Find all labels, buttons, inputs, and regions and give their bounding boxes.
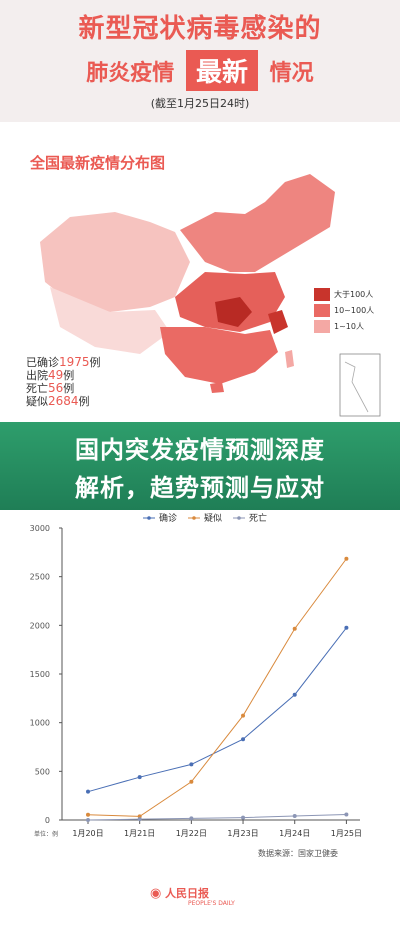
headline-line-2: 解析，趋势预测与应对: [75, 474, 325, 502]
map-title: 全国最新疫情分布图: [30, 154, 166, 172]
inset-coast: [344, 361, 369, 413]
data-point: [137, 775, 142, 780]
map-region-north: [180, 174, 335, 272]
x-tick-label: 1月21日: [124, 829, 155, 838]
legend-marker: [237, 516, 241, 520]
trend-chart: 0 500 1000 1500 2000 2500 3000 1月20日 1月21日 1月22日 1…: [0, 510, 400, 880]
legend-label: 死亡: [249, 512, 267, 524]
map-legend-item-high: 大于100人: [314, 286, 374, 302]
data-point: [137, 817, 142, 822]
stat-discharged: 出院49例: [26, 368, 75, 383]
x-tick-label: 1月20日: [72, 829, 103, 838]
china-map: [40, 174, 381, 417]
map-legend-item-low: 1~10人: [314, 318, 374, 334]
data-source: 数据来源：国家卫健委: [258, 848, 338, 858]
legend-label: 确诊: [159, 512, 177, 524]
map-section: 全国最新疫情分布图 大于100人 10~100人: [0, 122, 400, 422]
x-tick-label: 1月24日: [279, 829, 310, 838]
people-daily-logo-icon: ◉: [150, 886, 162, 901]
map-region-taiwan: [285, 350, 294, 368]
deadline-note: (截至1月25日24时): [150, 97, 250, 110]
x-tick-label: 1月25日: [331, 829, 362, 838]
unit-label: 单位：例: [34, 830, 58, 838]
legend-label: 疑似: [204, 513, 222, 524]
map-region-zhejiang: [268, 310, 288, 334]
map-region-south: [160, 327, 278, 384]
data-point: [292, 814, 297, 819]
series-line-1: [87, 558, 347, 817]
y-tick-label: 2000: [30, 621, 50, 630]
stat-deaths: 死亡56例: [26, 381, 75, 396]
stat-suspected: 疑似2684例: [26, 394, 90, 409]
title-line-2-left: 肺炎疫情: [86, 60, 175, 86]
y-tick-label: 1000: [30, 719, 50, 728]
series-line-2: [87, 814, 347, 821]
legend-marker: [147, 516, 151, 520]
data-point: [292, 692, 297, 697]
data-point: [189, 779, 194, 784]
y-tick-label: 3000: [30, 524, 50, 533]
trend-chart-svg: 0 500 1000 1500 2000 2500 3000 1月20日 1月21日 1月22日 1…: [30, 512, 362, 858]
map-region-hainan: [210, 382, 224, 393]
x-tick-label: 1月22日: [176, 829, 207, 838]
stat-confirmed: 已确诊1975例: [26, 355, 101, 370]
map-region-tibet: [50, 287, 170, 354]
legend-label-high: 大于100人: [334, 289, 374, 299]
legend-swatch-low: [314, 319, 330, 333]
title-highlight: 最新: [185, 50, 258, 91]
headline-overlay: 国内突发疫情预测深度 解析，趋势预测与应对: [0, 422, 400, 510]
map-region-hubei: [215, 297, 252, 327]
data-point: [189, 816, 194, 821]
y-tick-label: 0: [45, 816, 50, 825]
data-point: [86, 812, 90, 817]
south-sea-inset: [339, 353, 381, 417]
data-point: [189, 762, 194, 767]
legend-swatch-high: [314, 287, 330, 301]
data-point: [241, 713, 246, 718]
map-legend-item-mid: 10~100人: [314, 302, 374, 318]
y-tick-label: 2500: [30, 573, 50, 582]
data-point: [86, 818, 90, 822]
footer: ◉ 人民日报 PEOPLE'S DAILY: [0, 880, 400, 926]
legend-swatch-mid: [314, 303, 330, 317]
data-point: [86, 789, 90, 794]
data-point: [241, 815, 246, 820]
data-point: [292, 626, 297, 631]
data-point: [344, 812, 349, 817]
y-tick-label: 1500: [30, 670, 50, 679]
headline-line-1: 国内突发疫情预测深度: [75, 436, 325, 464]
legend-marker: [192, 516, 196, 520]
data-point: [241, 737, 246, 742]
y-tick-label: 500: [35, 767, 50, 776]
data-point: [344, 625, 349, 630]
footer-logo-sub: PEOPLE'S DAILY: [188, 900, 235, 907]
map-region-west: [40, 212, 190, 312]
series-line-0: [87, 627, 347, 793]
map-legend: 大于100人 10~100人 1~10人: [314, 286, 374, 334]
title-line-2-right: 情况: [269, 60, 314, 86]
case-stats: 已确诊1975例 出院49例 死亡56例 疑似2684例: [26, 355, 101, 409]
legend-label-mid: 10~100人: [334, 305, 375, 315]
footer-logo-text: 人民日报: [165, 887, 209, 900]
title-line-1: 新型冠状病毒感染的: [78, 14, 322, 44]
data-point: [344, 556, 349, 561]
x-tick-label: 1月23日: [227, 829, 258, 838]
title-line-2: 肺炎疫情 最新 情况: [0, 50, 400, 91]
header-banner: 新型冠状病毒感染的 肺炎疫情 最新 情况 (截至1月25日24时): [0, 0, 400, 122]
legend-label-low: 1~10人: [334, 321, 364, 331]
